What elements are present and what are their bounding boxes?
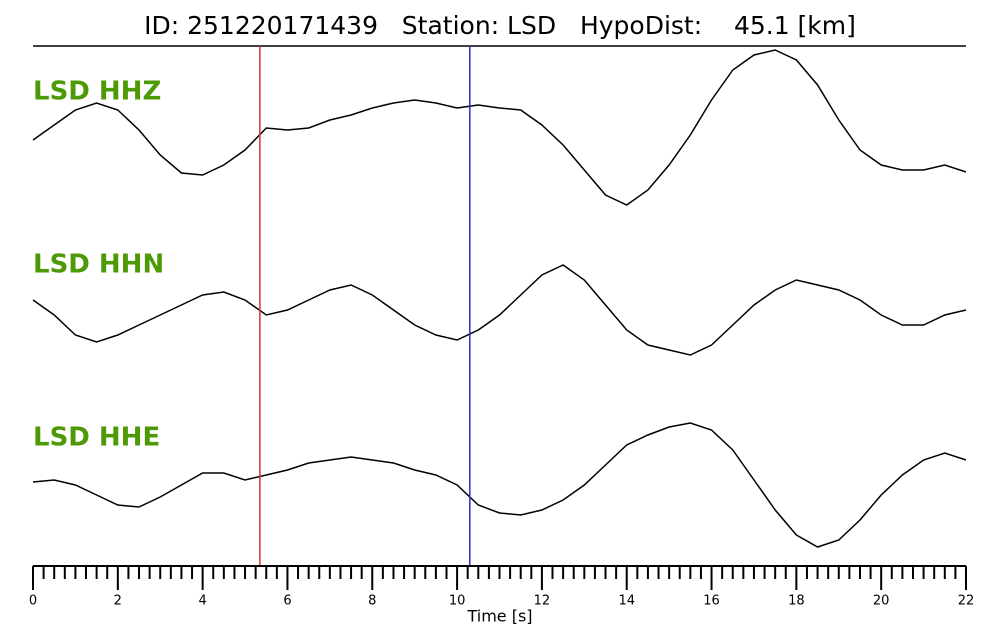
x-tick-label: 18 (788, 594, 805, 609)
x-tick-label: 22 (958, 594, 975, 609)
x-tick-label: 6 (283, 594, 291, 609)
x-tick-label: 14 (618, 594, 635, 609)
x-tick-label: 16 (703, 594, 720, 609)
x-tick-label: 0 (29, 594, 37, 609)
x-axis-label: Time [s] (466, 607, 532, 626)
trace-label: LSD HHN (33, 250, 164, 280)
trace (32, 49, 967, 206)
trace-label: LSD HHE (33, 423, 160, 453)
x-tick-label: 4 (198, 594, 206, 609)
x-tick-label: 12 (534, 594, 551, 609)
trace (32, 422, 967, 548)
x-tick-label: 20 (873, 594, 890, 609)
trace (32, 264, 967, 356)
x-tick-label: 10 (449, 594, 466, 609)
x-tick-label: 8 (368, 594, 376, 609)
x-tick-label: 2 (114, 594, 122, 609)
chart-title: ID: 251220171439 Station: LSD HypoDist: … (144, 11, 856, 40)
trace-label: LSD HHZ (33, 77, 161, 107)
